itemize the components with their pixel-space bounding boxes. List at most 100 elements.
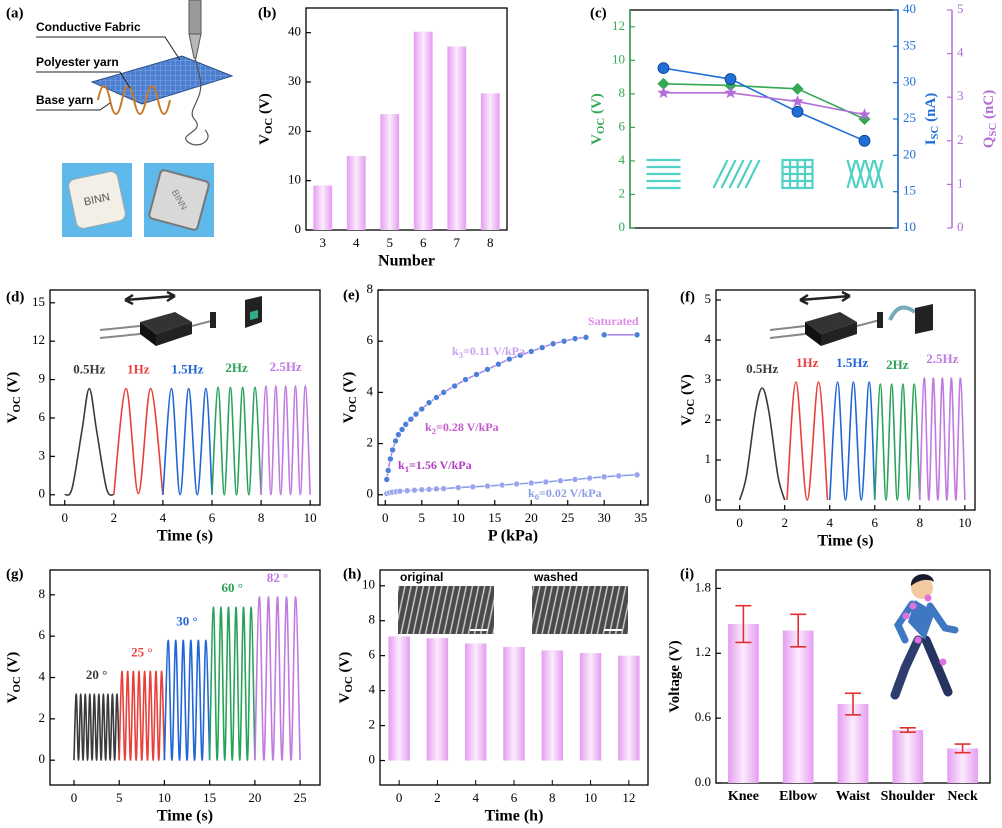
panel-label: (i): [680, 566, 694, 582]
y-tick-label: 20: [903, 146, 916, 161]
point: [571, 476, 579, 483]
yarn: [97, 85, 171, 115]
y-tick-label: 2: [367, 435, 374, 450]
series-line: [873, 383, 921, 501]
point: [586, 474, 593, 482]
bar: [618, 655, 640, 761]
marker: [858, 108, 871, 120]
axis-title-part: V: [679, 415, 695, 426]
point: [600, 473, 608, 481]
y-tick-label: 0: [619, 219, 626, 234]
inset-label: original: [400, 570, 443, 584]
y-tick-label: 4: [39, 668, 46, 683]
annotation-part: 3: [459, 350, 464, 360]
axis-title-part: V: [589, 134, 605, 145]
axis-title: VOC (V): [589, 93, 607, 145]
annotation-part: k: [398, 458, 405, 472]
photo-device: [68, 171, 126, 229]
axis-title-part: (nA): [923, 93, 939, 126]
point: [615, 472, 623, 480]
point: [498, 481, 506, 489]
bar: [837, 704, 869, 783]
series-line: [828, 381, 876, 501]
panel-label: (h): [343, 566, 361, 582]
axis-title: VOC (V): [341, 372, 359, 424]
x-tick-label: 2: [111, 510, 118, 525]
y-tick-label: 5: [957, 1, 964, 16]
point: [473, 371, 480, 378]
axis-title: VOC (V): [337, 652, 355, 704]
photo-device: [148, 169, 210, 231]
axis-title: Time (s): [157, 528, 213, 545]
pattern-line: [744, 159, 761, 189]
panel-label: (g): [6, 566, 24, 582]
axis-title-part: V: [341, 412, 357, 423]
inset-photo: [398, 586, 494, 634]
pattern-icon: [846, 159, 884, 189]
x-tick-label: 2: [781, 515, 788, 530]
annotation: k3=0.11 V/kPa: [452, 344, 525, 360]
marker: [858, 113, 871, 125]
axis-title-part: (V): [257, 93, 273, 118]
x-tick-label: 6: [872, 515, 879, 530]
schematic: (a) Conductive Fabric Polyester yarn Bas…: [6, 0, 234, 237]
x-tick-label: 3: [320, 235, 327, 250]
pattern-line: [873, 159, 884, 189]
y-tick-label: 1: [957, 175, 964, 190]
y-tick-label: 12: [612, 18, 625, 33]
x-tick-label: 0: [61, 510, 68, 525]
series-label: 82 °: [267, 570, 288, 585]
pattern-line: [846, 159, 857, 189]
x-tick-label: 10: [958, 515, 971, 530]
plot-frame: [305, 7, 508, 231]
axis-title-part: (V): [5, 652, 21, 677]
axis-title: P (kPa): [488, 528, 538, 545]
marker: [657, 86, 670, 99]
marker: [791, 105, 804, 118]
bar: [426, 638, 449, 761]
series-line: [663, 82, 865, 120]
point: [412, 410, 420, 418]
annotation: k1=1.56 V/kPa: [398, 458, 472, 474]
point: [407, 415, 415, 423]
y-tick-label: 3: [705, 371, 712, 386]
annotation-part: 1: [405, 464, 409, 474]
person: [890, 574, 959, 700]
x-tick-label: 0: [736, 515, 743, 530]
y-tick-label: 3: [957, 88, 964, 103]
bar: [480, 93, 500, 230]
series-line: [211, 386, 262, 496]
axis-title-part: (V): [5, 372, 21, 397]
pattern-icon: [781, 158, 814, 190]
inset-label: washed: [533, 570, 578, 584]
machine-inset: [99, 290, 262, 346]
y-tick-label: 3: [39, 447, 46, 462]
x-tick-label: 15: [488, 510, 501, 525]
series-line: [919, 377, 966, 501]
axis-title-part: (V): [341, 372, 357, 397]
bar: [503, 646, 525, 761]
x-tick-label: 15: [203, 790, 216, 805]
panel-label: (f): [680, 289, 695, 305]
point: [440, 389, 447, 396]
axis-title-part: OC: [263, 118, 275, 134]
point: [402, 421, 410, 428]
x-tick-label: 6: [511, 790, 518, 805]
marker: [791, 82, 804, 95]
y-tick-label: 2: [619, 185, 626, 200]
plot-frame: [629, 9, 899, 229]
point: [454, 484, 462, 491]
annotation: k0=0.02 V/kPa: [528, 486, 602, 502]
series-line: [118, 670, 166, 761]
annotation: Saturated: [588, 314, 639, 328]
y-tick-label: 6: [39, 409, 46, 424]
series-line: [162, 387, 213, 496]
x-tick-label: 12: [622, 790, 635, 805]
bar: [313, 185, 333, 230]
axis-title-part: V: [5, 692, 21, 703]
y-tick-label: 40: [903, 1, 916, 16]
axis-title-part: V: [5, 412, 21, 423]
pattern-line: [736, 159, 753, 189]
point: [418, 405, 426, 413]
axis-title: QSC (nC): [981, 90, 999, 148]
